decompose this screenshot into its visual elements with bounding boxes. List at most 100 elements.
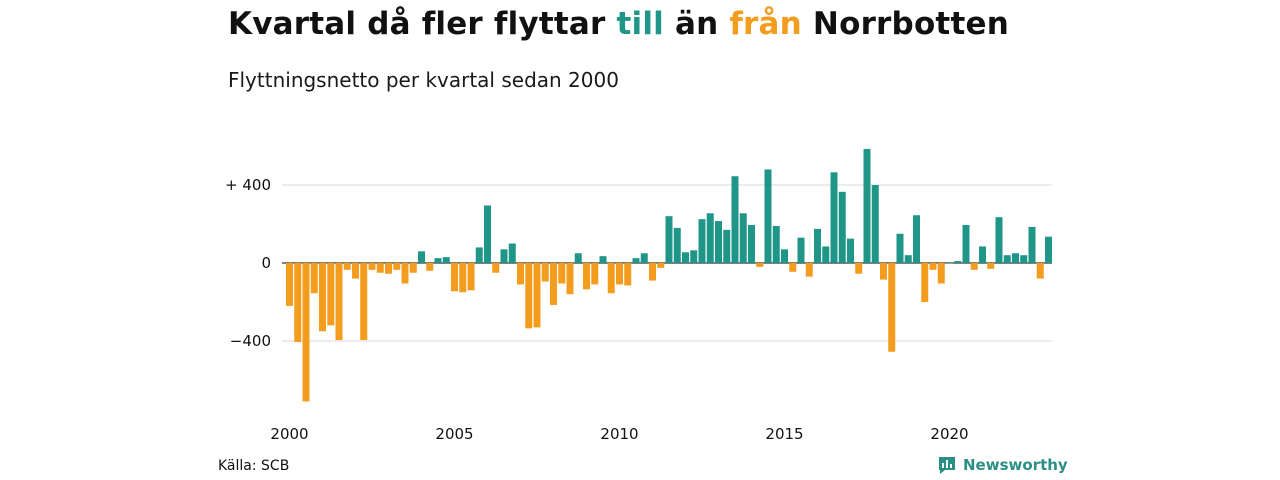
- title-part-3: än: [663, 6, 730, 42]
- bar-q10: [360, 263, 368, 341]
- title-part-5: Norrbotten: [801, 6, 1009, 42]
- source-note: Källa: SCB: [218, 458, 290, 474]
- bar-q86: [987, 263, 995, 269]
- bar-q60: [772, 225, 780, 263]
- bar-q1: [286, 263, 293, 306]
- y-tick-label-2: −400: [230, 332, 271, 350]
- chart-subtitle: Flyttningsnetto per kvartal sedan 2000: [228, 68, 619, 92]
- bar-q12: [376, 263, 384, 273]
- bar-q27: [500, 249, 508, 263]
- bar-q43: [632, 258, 640, 264]
- title-highlight-till: till: [616, 6, 664, 42]
- bar-q92: [1036, 263, 1044, 279]
- bar-q19: [434, 258, 442, 264]
- bar-q48: [673, 227, 681, 263]
- bar-q90: [1020, 255, 1028, 263]
- bar-q34: [558, 263, 566, 284]
- bar-q5: [319, 263, 326, 332]
- bar-q69: [847, 238, 854, 264]
- newsworthy-logo[interactable]: Newsworthy: [937, 455, 1068, 475]
- bar-q66: [822, 246, 830, 263]
- bar-q40: [607, 263, 615, 294]
- bar-q75: [896, 233, 904, 263]
- bar-q33: [550, 263, 557, 305]
- bar-q14: [393, 263, 401, 270]
- x-tick-label-1: 2005: [435, 425, 473, 443]
- bar-q3: [302, 263, 310, 402]
- bar-q23: [467, 263, 475, 291]
- bar-q84: [970, 263, 978, 270]
- bar-q57: [748, 224, 755, 263]
- bar-q79: [929, 263, 937, 270]
- bar-q73: [880, 263, 887, 280]
- bar-q25: [484, 205, 491, 263]
- bar-q26: [492, 263, 500, 273]
- bar-q30: [525, 263, 533, 329]
- bar-q62: [789, 263, 797, 272]
- bar-q42: [624, 263, 632, 286]
- bar-q13: [385, 263, 392, 274]
- bar-q76: [904, 255, 912, 263]
- bar-q74: [888, 263, 896, 352]
- bar-q85: [979, 246, 986, 263]
- bar-q61: [781, 249, 788, 263]
- bar-q77: [913, 215, 920, 263]
- x-tick-label-4: 2020: [930, 425, 968, 443]
- bar-q89: [1012, 253, 1019, 263]
- bar-q87: [995, 217, 1003, 264]
- bar-q16: [409, 263, 417, 273]
- bar-q47: [665, 216, 673, 263]
- title-part-1: Kvartal då fler flyttar: [228, 6, 617, 42]
- bar-q91: [1028, 226, 1036, 264]
- bar-q49: [682, 252, 689, 263]
- bar-q38: [591, 263, 599, 285]
- bar-q31: [533, 263, 541, 328]
- bar-q68: [838, 191, 846, 263]
- brand-name: Newsworthy: [963, 456, 1068, 474]
- bar-q78: [921, 263, 929, 302]
- x-tick-label-3: 2015: [765, 425, 803, 443]
- bar-q56: [739, 213, 747, 264]
- bar-q82: [954, 261, 962, 263]
- bar-q81: [946, 263, 953, 264]
- bars: [286, 148, 1052, 402]
- chart-title: Kvartal då fler flyttar till än från Nor…: [228, 6, 1009, 42]
- bar-q9: [352, 263, 359, 279]
- bar-q17: [418, 251, 425, 263]
- bar-q88: [1003, 255, 1011, 263]
- bar-q41: [616, 263, 623, 285]
- bar-q65: [814, 228, 821, 264]
- bar-chart-logo-icon: [939, 457, 955, 474]
- bar-q24: [475, 247, 483, 263]
- bar-q52: [706, 213, 714, 264]
- bar-q21: [451, 263, 458, 292]
- bar-q93: [1045, 236, 1052, 263]
- bar-q54: [723, 229, 731, 263]
- bar-q63: [797, 237, 805, 263]
- bar-q72: [871, 185, 879, 263]
- bar-q2: [294, 263, 302, 342]
- bar-q67: [830, 172, 838, 263]
- bar-q6: [327, 263, 335, 326]
- bar-q32: [541, 263, 549, 282]
- bar-q8: [343, 263, 351, 270]
- bar-q64: [805, 263, 813, 277]
- bar-q55: [731, 176, 739, 263]
- bar-q46: [657, 263, 665, 268]
- axis-labels: + 400 0 −400 2000 2005 2010 2015 2020: [225, 176, 969, 443]
- bar-q18: [426, 263, 434, 271]
- bar-q36: [574, 253, 582, 263]
- bar-q7: [335, 263, 343, 341]
- bar-q53: [715, 221, 722, 263]
- bar-q45: [649, 263, 656, 281]
- title-highlight-fran: från: [729, 6, 802, 42]
- bar-q15: [401, 263, 409, 284]
- bar-q80: [937, 263, 945, 284]
- bar-q59: [764, 169, 772, 263]
- bar-q51: [698, 219, 706, 264]
- bar-q39: [599, 256, 607, 264]
- bar-q50: [690, 250, 698, 263]
- bar-q28: [508, 243, 516, 263]
- bar-q20: [442, 257, 450, 263]
- bar-q83: [962, 224, 970, 263]
